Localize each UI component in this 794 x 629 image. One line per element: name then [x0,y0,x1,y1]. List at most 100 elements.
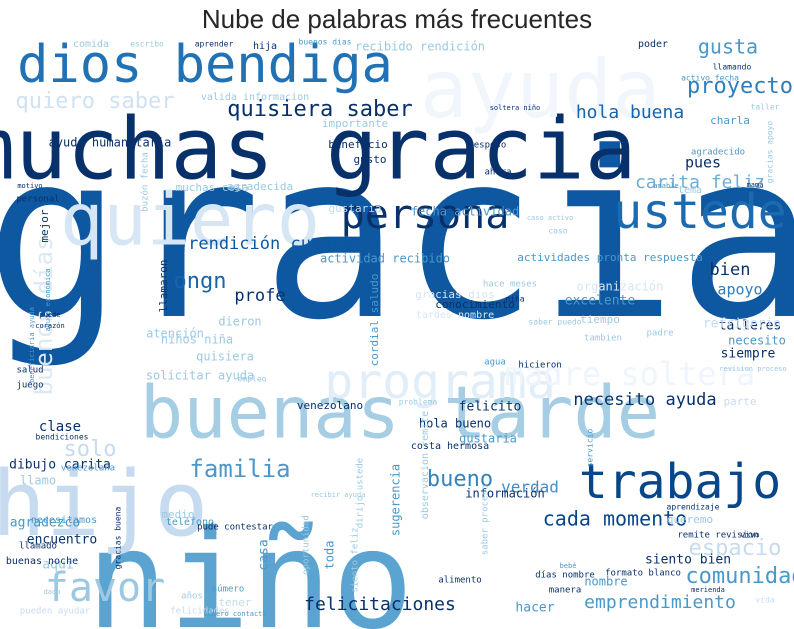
cloud-word: persona [341,192,510,238]
cloud-word: caso activo [527,214,573,222]
cloud-word: casa [257,539,272,570]
cloud-word: ongn [174,269,227,294]
cloud-word: siento bien [645,553,731,568]
cloud-word: corazón [35,322,65,330]
cloud-word: saber proceso [481,485,491,555]
cloud-word: días nombre [535,571,595,581]
cloud-word: amable [653,182,678,190]
cloud-word: salud [16,366,43,376]
cloud-word: dieron [218,315,261,329]
cloud-word: caso [548,227,567,236]
cloud-word: niña [505,295,524,304]
cloud-word: atención [146,327,204,341]
cloud-word: niños niña [161,333,233,347]
cloud-word: familia [189,455,290,483]
cloud-word: parte [723,395,756,408]
cloud-word: pues [685,154,721,172]
cloud-word: necesito ayuda [573,390,716,410]
cloud-word: bien [710,260,751,280]
cloud-word: comunidad [685,564,794,589]
cloud-word: poder [638,39,668,50]
cloud-word: buenas tarde [140,371,660,455]
cloud-word: felicidades [170,607,230,617]
cloud-word: aquí [42,558,73,573]
cloud-word: saber puedo [529,318,582,327]
cloud-word: solicitar ayuda [146,369,254,383]
cloud-word: puede [39,311,60,319]
cloud-word: quiero [60,178,320,262]
cloud-word: emprendimiento [584,592,736,613]
cloud-word: siempre [721,347,776,362]
cloud-word: ustede [613,184,786,240]
cloud-word: recibido rendición [355,40,485,54]
cloud-word: llamo [20,474,56,488]
cloud-word: teléfono [166,516,214,528]
chart-title: Nube de palabras más frecuentes [201,4,593,34]
cloud-word: escribo [130,40,164,49]
cloud-word: quisiera [196,350,254,364]
cloud-word: sugerencia [389,464,403,536]
cloud-word: soltera niño [490,104,541,112]
cloud-word: medio [161,508,194,521]
cloud-word: favor [45,565,165,611]
cloud-word: apoyo [717,281,762,299]
cloud-word: tema [678,185,702,196]
cloud-word: agradezco [10,516,80,531]
cloud-word: gracias apoyo [766,121,775,184]
cloud-word: muchas gracia [0,99,637,199]
cloud-word: ayuda económica [44,268,52,331]
cloud-word: hola bueno [419,417,491,431]
cloud-word: cada momento [543,507,688,531]
cloud-word: agua [484,358,506,368]
cloud-word: encuentro [27,533,97,548]
cloud-word: rendición cuenta [188,234,352,254]
cloud-word: servicio [586,429,595,468]
cloud-word: ayuda humanitaria [49,136,172,150]
cloud-word: programa [324,354,555,410]
cloud-word: dibujo carita [9,458,111,473]
cloud-word: trabajo [579,454,781,510]
cloud-word: gusto [353,153,386,166]
cloud-word: proyecto [687,74,793,99]
cloud-word: espacio [689,536,782,561]
cloud-word: mejor [38,209,51,242]
cloud-word: beneficiaria ayuda [28,307,36,383]
cloud-word: clase [39,419,81,435]
cloud-word: conocimiento [435,298,514,311]
cloud-word: actividades pronta respuesta [517,251,702,264]
cloud-word: refrigerio [703,317,781,332]
cloud-word: agradecido [691,148,745,158]
cloud-word: gracia [0,104,794,371]
cloud-word: bebé [560,562,577,570]
cloud-word: padre [646,329,673,339]
cloud-word: muchas cosa [176,181,249,194]
cloud-word: aprender [195,40,234,49]
cloud-word: actividad recibido [320,252,450,266]
cloud-word: venezolana [61,464,115,474]
cloud-word: buzón fecha [140,152,151,212]
cloud-word: observacion remite [420,411,431,519]
cloud-word: niño [86,502,414,629]
cloud-word: agradecida [227,180,293,193]
cloud-word: quiero saber [16,89,175,114]
cloud-word: hola buena [576,102,684,123]
cloud-word: mamá [747,181,764,189]
cloud-word: tardes nombre [416,310,494,321]
cloud-word: taller [751,103,780,112]
cloud-word: verdad [501,478,559,497]
cloud-word: motivo [17,182,42,190]
cloud-word: gracias buena [114,507,123,570]
cloud-word: buenos días [30,237,58,396]
cloud-word: gustaria [459,432,517,446]
cloud-word: charla [710,114,750,127]
cloud-word: empleo [238,375,267,384]
cloud-word: aprendizaje [667,503,720,512]
cloud-word: tener [218,596,251,609]
cloud-word: comida [73,39,109,50]
cloud-word: siento feliz [351,527,361,592]
cloud-word: esposo [474,141,507,151]
cloud-word: problema [399,398,438,407]
cloud-word: tiempo [580,313,620,326]
cloud-word: vivo [740,531,759,540]
